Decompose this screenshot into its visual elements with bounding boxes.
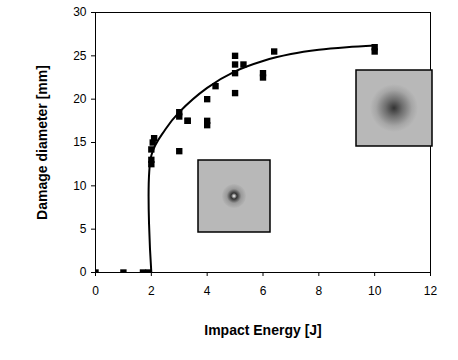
svg-text:Damage diameter [mm]: Damage diameter [mm] [34,65,50,220]
svg-text:5: 5 [80,222,87,236]
svg-text:0: 0 [92,284,99,298]
svg-text:8: 8 [315,284,322,298]
svg-text:10: 10 [73,179,87,193]
svg-text:12: 12 [424,284,438,298]
svg-text:20: 20 [73,92,87,106]
svg-text:25: 25 [73,49,87,63]
svg-text:15: 15 [73,135,87,149]
svg-text:Impact Energy [J]: Impact Energy [J] [204,322,321,338]
svg-text:10: 10 [368,284,382,298]
svg-text:30: 30 [73,5,87,19]
svg-text:6: 6 [260,284,267,298]
svg-text:0: 0 [80,265,87,279]
svg-text:4: 4 [204,284,211,298]
svg-text:2: 2 [148,284,155,298]
